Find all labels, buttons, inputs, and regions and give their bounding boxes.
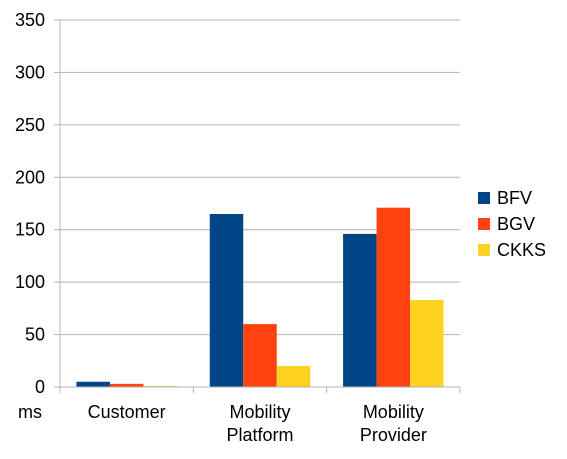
x-tick-label: Mobility (229, 402, 290, 422)
x-tick-label: Customer (88, 402, 166, 422)
x-tick-label: Mobility (363, 402, 424, 422)
y-tick-label: 0 (35, 377, 45, 397)
legend-label-bgv: BGV (497, 214, 535, 234)
y-tick-label: 300 (15, 62, 45, 82)
bar-ckks-1 (276, 366, 311, 387)
y-tick-label: 150 (15, 220, 45, 240)
y-tick-label: 50 (25, 325, 45, 345)
y-unit-label: ms (18, 402, 42, 422)
legend-swatch-bfv (478, 192, 490, 204)
gridlines (54, 19, 460, 388)
bar-bgv-2 (376, 207, 411, 387)
legend-swatch-ckks (478, 244, 490, 256)
x-tick-label: Provider (360, 425, 427, 445)
bar-ckks-2 (410, 299, 444, 387)
bar-bgv-1 (243, 324, 277, 387)
legend: BFV BGV CKKS (478, 188, 546, 260)
y-tick-labels: 0 50 100 150 200 250 300 350 (15, 10, 45, 397)
axes (59, 20, 461, 393)
y-tick-label: 100 (15, 272, 45, 292)
bar-bgv-0 (109, 383, 144, 387)
legend-label-ckks: CKKS (497, 240, 546, 260)
legend-label-bfv: BFV (497, 188, 532, 208)
y-tick-label: 250 (15, 115, 45, 135)
legend-swatch-bgv (478, 218, 490, 230)
bar-ckks-0 (143, 385, 177, 387)
bar-bfv-0 (76, 381, 110, 387)
bar-bfv-1 (209, 213, 244, 387)
bars (76, 207, 444, 387)
x-tick-label: Platform (226, 425, 293, 445)
y-tick-label: 200 (15, 167, 45, 187)
x-tick-labels: Customer Mobility Platform Mobility Provider (88, 402, 427, 445)
y-tick-label: 350 (15, 10, 45, 30)
bar-bfv-2 (343, 233, 377, 387)
